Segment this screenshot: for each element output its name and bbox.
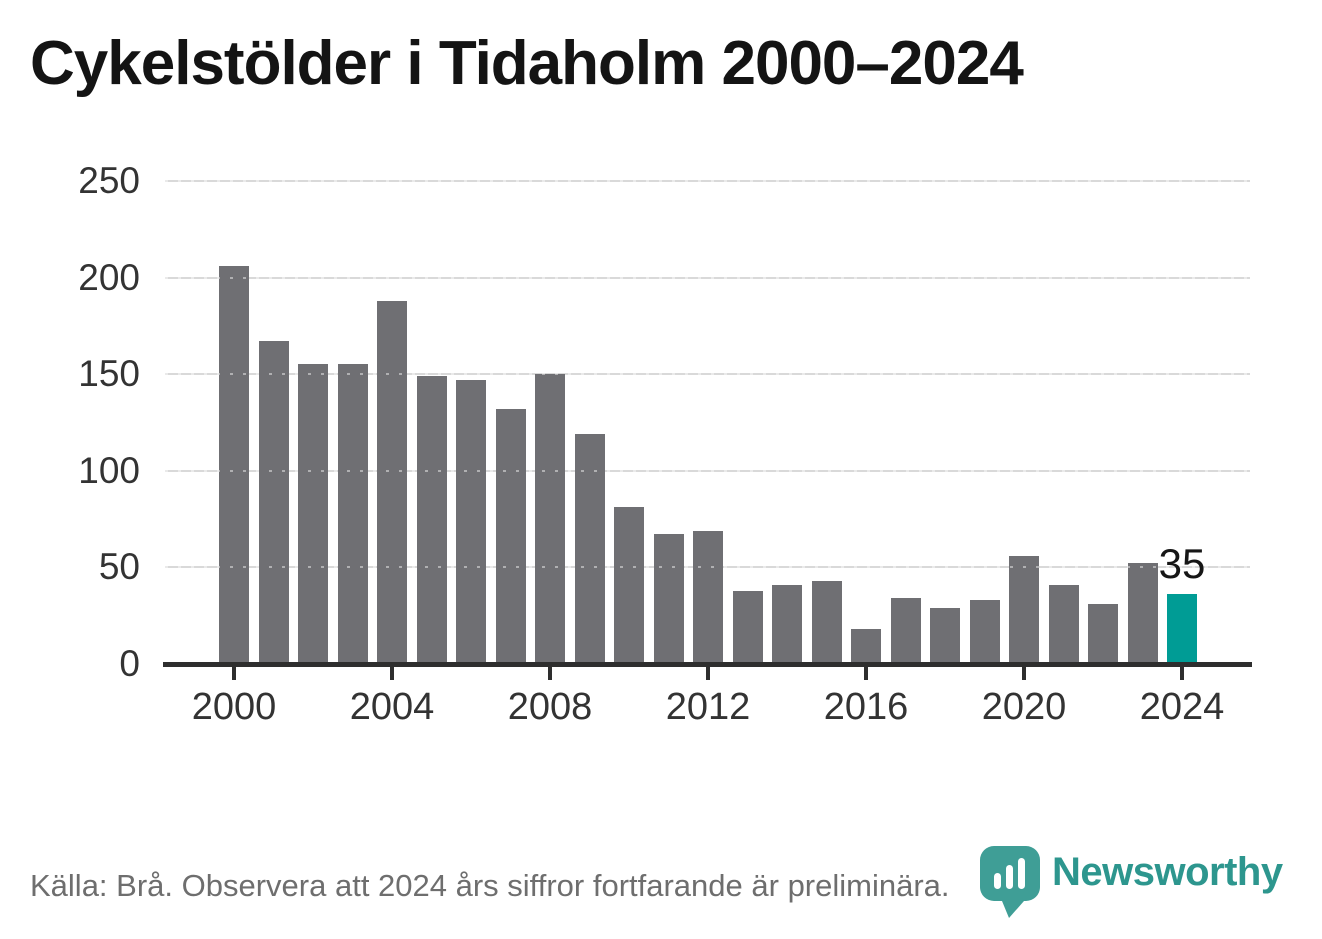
bar-2016 <box>851 629 881 662</box>
bar-2012 <box>693 531 723 662</box>
x-axis-tick-2024 <box>1180 667 1184 680</box>
y-axis-tick-label-200: 200 <box>78 256 140 298</box>
bar-2005 <box>416 376 447 662</box>
bar-2022 <box>1088 604 1118 662</box>
x-axis-tick-label-2020: 2020 <box>981 686 1067 728</box>
bar-2009 <box>574 434 605 662</box>
bar-2014 <box>772 585 802 662</box>
y-axis-tick-label-50: 50 <box>98 546 140 588</box>
gridline-250 <box>165 180 1250 182</box>
x-axis-tick-2008 <box>548 667 552 680</box>
y-axis-tick-label-250: 250 <box>78 160 140 201</box>
x-axis-tick-label-2012: 2012 <box>665 686 751 728</box>
bar-2003 <box>337 364 368 662</box>
gridline-200 <box>165 276 1250 279</box>
bar-2024 <box>1167 594 1197 662</box>
x-axis-line <box>163 662 1252 667</box>
gridline-overlay-200 <box>165 276 1250 279</box>
bar-2021 <box>1048 585 1079 662</box>
newsworthy-wordmark: Newsworthy <box>1052 850 1283 894</box>
bar-2023 <box>1127 563 1158 662</box>
x-axis-tick-label-2016: 2016 <box>823 686 909 728</box>
gridline-150 <box>165 373 1250 376</box>
value-label-2024: 35 <box>1158 540 1206 587</box>
bar-2011 <box>653 534 684 662</box>
x-axis-tick-label-2000: 2000 <box>191 686 277 728</box>
bar-2000 <box>219 266 249 662</box>
y-axis-tick-label-0: 0 <box>119 643 140 684</box>
x-axis-tick-2012 <box>706 667 710 680</box>
bar-2019 <box>969 600 1000 662</box>
gridline-overlay-150 <box>165 373 1250 376</box>
gridline-100 <box>165 469 1250 472</box>
bar-2004 <box>377 301 407 662</box>
bar-2006 <box>456 380 486 662</box>
bar-2020 <box>1009 556 1039 662</box>
y-axis-tick-label-150: 150 <box>78 353 140 395</box>
bar-2007 <box>495 409 526 662</box>
bar-2001 <box>258 341 289 662</box>
x-axis-tick-2000 <box>232 667 236 680</box>
source-note: Källa: Brå. Observera att 2024 års siffr… <box>30 868 950 903</box>
x-axis-tick-2020 <box>1022 667 1026 680</box>
bar-2015 <box>811 581 842 662</box>
x-axis-tick-2004 <box>390 667 394 680</box>
gridline-overlay-50 <box>165 566 1250 569</box>
bar-2008 <box>535 374 565 662</box>
bar-2010 <box>614 507 644 662</box>
x-axis-tick-label-2008: 2008 <box>507 686 593 728</box>
bar-2017 <box>890 598 921 662</box>
bar-2013 <box>732 591 763 662</box>
chart-title: Cykelstölder i Tidaholm 2000–2024 <box>30 29 1024 98</box>
bar-2018 <box>930 608 960 662</box>
gridline-overlay-100 <box>165 469 1250 472</box>
bar-2002 <box>298 364 328 662</box>
newsworthy-bubble-bar-chart-icon <box>980 846 1040 918</box>
x-axis-tick-label-2024: 2024 <box>1139 686 1225 728</box>
gridline-overlay-250 <box>165 180 1250 182</box>
x-axis-tick-label-2004: 2004 <box>349 686 435 728</box>
x-axis-tick-2016 <box>864 667 868 680</box>
y-axis-tick-label-100: 100 <box>78 449 140 491</box>
